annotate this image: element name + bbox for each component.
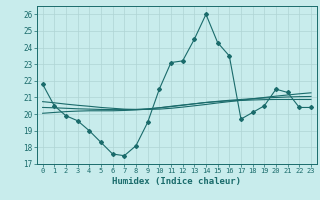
X-axis label: Humidex (Indice chaleur): Humidex (Indice chaleur) bbox=[112, 177, 241, 186]
